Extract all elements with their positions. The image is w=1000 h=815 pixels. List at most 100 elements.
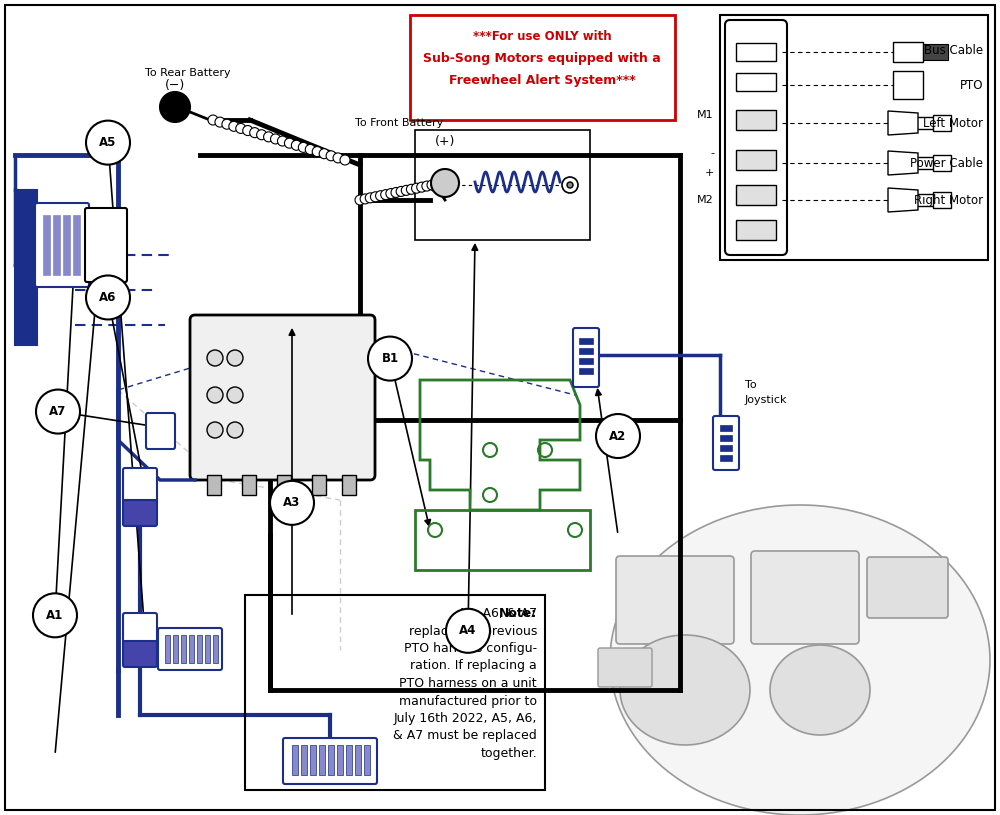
FancyBboxPatch shape: [189, 635, 194, 663]
FancyBboxPatch shape: [242, 475, 256, 495]
FancyBboxPatch shape: [181, 635, 186, 663]
Text: A5: A5: [99, 136, 117, 149]
FancyBboxPatch shape: [713, 416, 739, 470]
FancyBboxPatch shape: [346, 745, 352, 775]
Circle shape: [430, 178, 444, 192]
FancyBboxPatch shape: [277, 475, 291, 495]
FancyBboxPatch shape: [43, 215, 50, 275]
Circle shape: [257, 130, 267, 139]
Text: Sub-Song Motors equipped with a: Sub-Song Motors equipped with a: [423, 52, 661, 65]
FancyBboxPatch shape: [319, 745, 325, 775]
FancyBboxPatch shape: [205, 635, 210, 663]
FancyBboxPatch shape: [736, 220, 776, 240]
Circle shape: [284, 139, 294, 148]
Circle shape: [422, 181, 432, 191]
FancyBboxPatch shape: [337, 745, 343, 775]
Circle shape: [271, 134, 281, 144]
Circle shape: [33, 593, 77, 637]
FancyBboxPatch shape: [616, 556, 734, 644]
Circle shape: [596, 414, 640, 458]
Circle shape: [412, 183, 422, 193]
FancyBboxPatch shape: [579, 358, 593, 364]
FancyBboxPatch shape: [579, 348, 593, 354]
Circle shape: [305, 144, 315, 155]
FancyBboxPatch shape: [190, 315, 375, 480]
Circle shape: [270, 481, 314, 525]
FancyBboxPatch shape: [893, 71, 923, 99]
Circle shape: [243, 126, 253, 135]
Circle shape: [312, 147, 322, 156]
Polygon shape: [888, 188, 918, 212]
Circle shape: [417, 182, 427, 192]
Text: A5, A6, & A7
replace the previous
PTO harness configu-
ration. If replacing a
PT: A5, A6, & A7 replace the previous PTO ha…: [393, 607, 537, 760]
Circle shape: [319, 148, 329, 159]
Circle shape: [406, 184, 416, 194]
Text: Freewheel Alert System***: Freewheel Alert System***: [449, 74, 635, 87]
Text: M2: M2: [697, 195, 714, 205]
Text: Left Motor: Left Motor: [923, 117, 983, 130]
Circle shape: [36, 390, 80, 434]
Circle shape: [427, 180, 437, 190]
Circle shape: [215, 117, 225, 127]
Circle shape: [291, 140, 301, 150]
Circle shape: [446, 609, 490, 653]
Circle shape: [236, 123, 246, 134]
FancyBboxPatch shape: [173, 635, 178, 663]
FancyBboxPatch shape: [342, 475, 356, 495]
FancyBboxPatch shape: [867, 557, 948, 618]
Text: B1: B1: [381, 352, 399, 365]
FancyBboxPatch shape: [736, 150, 776, 170]
Text: To
Seating: To Seating: [39, 394, 81, 416]
Polygon shape: [888, 111, 918, 135]
FancyBboxPatch shape: [923, 44, 948, 60]
FancyBboxPatch shape: [146, 413, 175, 449]
Circle shape: [401, 185, 411, 196]
FancyBboxPatch shape: [933, 155, 951, 171]
FancyBboxPatch shape: [123, 613, 157, 645]
Text: PTO: PTO: [960, 78, 983, 91]
FancyBboxPatch shape: [207, 475, 221, 495]
Ellipse shape: [620, 635, 750, 745]
Text: To: To: [745, 380, 757, 390]
Text: M1: M1: [697, 110, 714, 120]
Circle shape: [381, 190, 391, 200]
FancyBboxPatch shape: [310, 745, 316, 775]
Circle shape: [86, 121, 130, 165]
Circle shape: [207, 387, 223, 403]
Text: +: +: [705, 168, 714, 178]
Circle shape: [160, 92, 190, 122]
FancyBboxPatch shape: [63, 215, 70, 275]
Circle shape: [396, 187, 406, 196]
Text: (+): (+): [435, 135, 455, 148]
FancyBboxPatch shape: [751, 551, 859, 644]
FancyBboxPatch shape: [123, 500, 157, 526]
FancyBboxPatch shape: [328, 745, 334, 775]
Circle shape: [264, 132, 274, 142]
Circle shape: [386, 188, 396, 199]
FancyBboxPatch shape: [165, 635, 170, 663]
Circle shape: [562, 177, 578, 193]
Text: A1: A1: [46, 609, 64, 622]
FancyBboxPatch shape: [283, 738, 377, 784]
Circle shape: [227, 350, 243, 366]
Circle shape: [277, 136, 287, 146]
Text: ***For use ONLY with: ***For use ONLY with: [473, 30, 611, 43]
Circle shape: [360, 194, 370, 204]
Circle shape: [333, 153, 343, 163]
Circle shape: [207, 422, 223, 438]
Circle shape: [250, 128, 260, 138]
FancyBboxPatch shape: [720, 435, 732, 441]
Text: A4: A4: [459, 624, 477, 637]
Text: A2: A2: [609, 430, 627, 443]
Polygon shape: [888, 151, 918, 175]
Circle shape: [370, 192, 380, 202]
FancyBboxPatch shape: [123, 641, 157, 667]
Circle shape: [208, 115, 218, 125]
Text: A6: A6: [99, 291, 117, 304]
Circle shape: [391, 187, 401, 197]
Text: Note:: Note:: [499, 607, 537, 620]
Circle shape: [326, 151, 336, 161]
Circle shape: [355, 195, 365, 205]
Text: (−): (−): [165, 79, 185, 92]
FancyBboxPatch shape: [720, 445, 732, 451]
